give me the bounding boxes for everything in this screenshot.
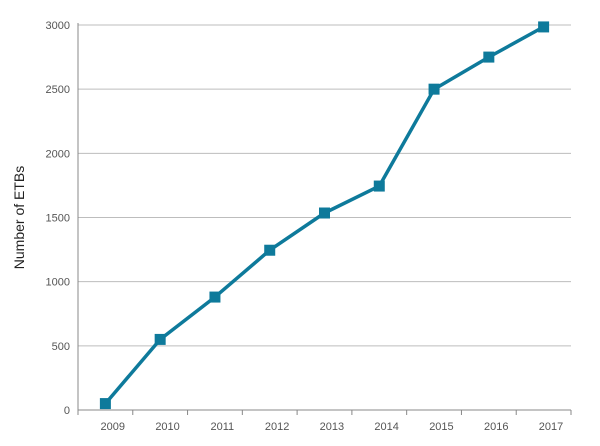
- data-point-3: [264, 244, 276, 256]
- x-tick-label-2016: 2016: [484, 421, 508, 433]
- data-point-1: [154, 333, 166, 345]
- data-point-6: [428, 83, 440, 95]
- data-point-5: [373, 180, 385, 192]
- y-tick-label-1000: 1000: [46, 277, 70, 289]
- axes: [77, 23, 572, 415]
- data-point-7: [483, 51, 495, 63]
- x-tick-label-2015: 2015: [429, 421, 453, 433]
- gridlines: [78, 24, 571, 347]
- data-point-8: [538, 21, 550, 33]
- y-tick-label-500: 500: [52, 341, 70, 353]
- y-tick-labels: 0 500 1000 1500 2000 2500 3000: [46, 20, 70, 417]
- x-tick-label-2010: 2010: [155, 421, 179, 433]
- data-point-4: [319, 207, 330, 219]
- y-tick-label-2500: 2500: [46, 84, 70, 96]
- y-axis-title: Number of ETBs: [11, 166, 27, 269]
- x-tick-label-2017: 2017: [539, 421, 563, 433]
- x-tick-label-2012: 2012: [265, 421, 289, 433]
- x-tick-labels: 2009 2010 2011 2012 2013 2014 2015 2016 2017: [101, 421, 564, 433]
- x-tick-label-2011: 2011: [211, 421, 235, 433]
- y-tick-label-1500: 1500: [46, 213, 70, 225]
- y-tick-label-3000: 3000: [46, 20, 70, 32]
- x-tick-label-2009: 2009: [101, 421, 125, 433]
- plot-area: [99, 21, 550, 410]
- y-tick-label-2000: 2000: [46, 148, 70, 160]
- x-tick-label-2014: 2014: [374, 421, 398, 433]
- data-point-0: [99, 398, 111, 410]
- data-point-2: [209, 291, 221, 303]
- x-tick-label-2013: 2013: [320, 421, 344, 433]
- y-tick-label-0: 0: [64, 405, 70, 417]
